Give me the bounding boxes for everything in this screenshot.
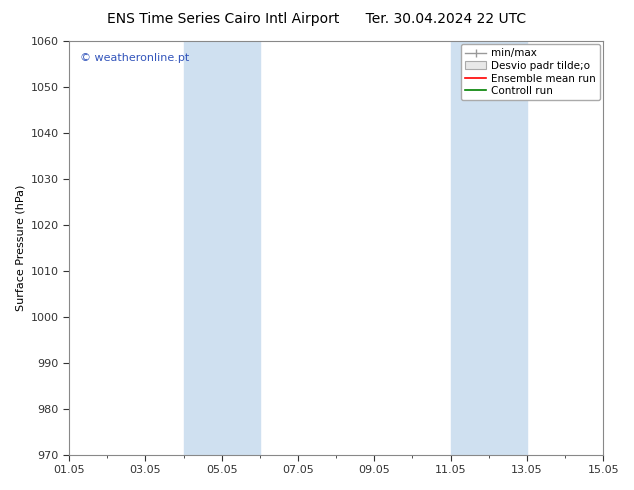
Text: ENS Time Series Cairo Intl Airport      Ter. 30.04.2024 22 UTC: ENS Time Series Cairo Intl Airport Ter. … xyxy=(107,12,527,26)
Legend: min/max, Desvio padr tilde;o, Ensemble mean run, Controll run: min/max, Desvio padr tilde;o, Ensemble m… xyxy=(461,44,600,100)
Bar xyxy=(451,41,527,455)
Y-axis label: Surface Pressure (hPa): Surface Pressure (hPa) xyxy=(15,185,25,311)
Text: © weatheronline.pt: © weatheronline.pt xyxy=(80,53,189,64)
Bar xyxy=(184,41,260,455)
